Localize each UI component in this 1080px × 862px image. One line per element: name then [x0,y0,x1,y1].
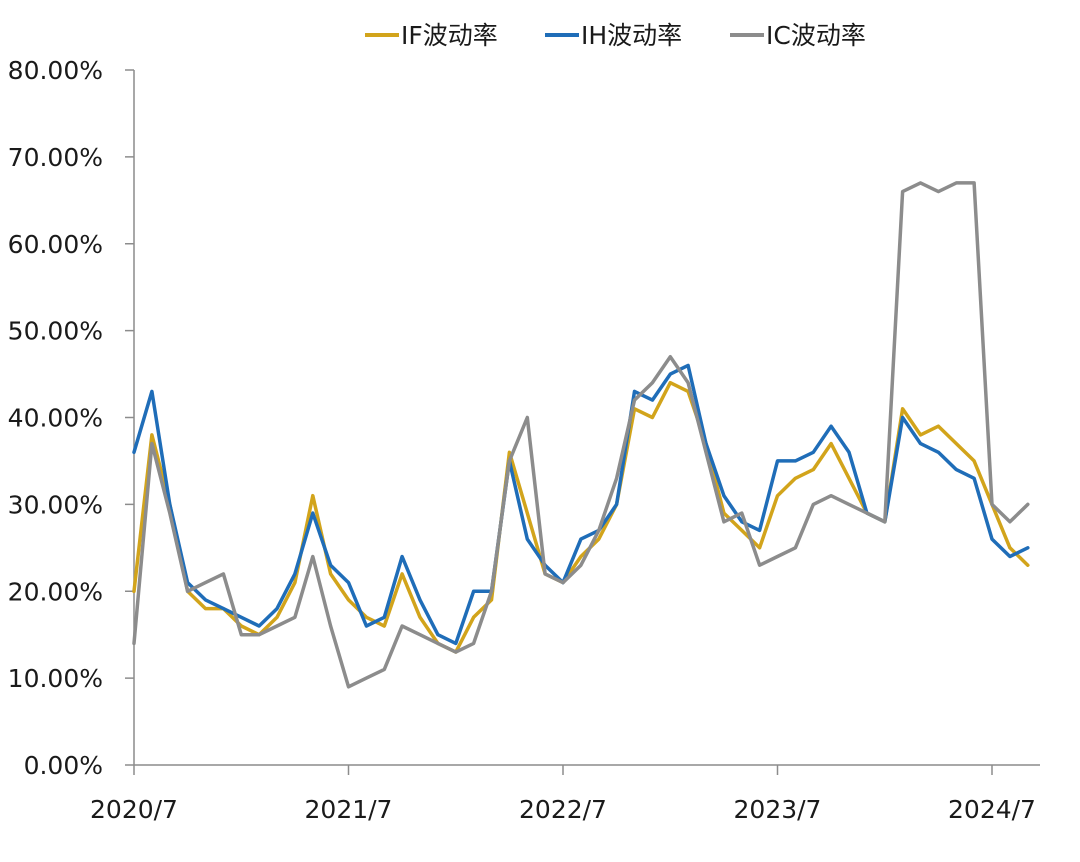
x-tick-label: 2023/7 [734,795,822,824]
x-tick-label: 2020/7 [90,795,178,824]
y-tick-label: 40.00% [8,404,103,433]
y-tick-label: 70.00% [8,143,103,172]
series-lines [132,181,1030,689]
legend-label-2: IC波动率 [766,21,866,50]
legend-label-1: IH波动率 [581,21,682,50]
x-tick-label: 2021/7 [305,795,393,824]
y-axis: 0.00% 10.00% 20.00% 30.00% 40.00% 50.00% 60.00… [8,56,135,780]
y-tick-label: 30.00% [8,490,103,519]
x-tick-label: 2022/7 [519,795,607,824]
series-line-2 [132,181,1030,689]
y-tick-label: 80.00% [8,56,103,85]
legend: IF波动率 IH波动率 IC波动率 [365,21,866,50]
series-line-1 [132,363,1030,646]
y-tick-label: 0.00% [24,751,103,780]
x-axis: 2020/7 2021/7 2022/7 2023/7 2024/7 [90,764,1040,824]
y-tick-label: 20.00% [8,577,103,606]
x-tick-label: 2024/7 [948,795,1036,824]
y-tick-label: 10.00% [8,664,103,693]
y-tick-label: 50.00% [8,317,103,346]
legend-label-0: IF波动率 [401,21,498,50]
series-line-0 [132,380,1030,654]
y-tick-label: 60.00% [8,230,103,259]
